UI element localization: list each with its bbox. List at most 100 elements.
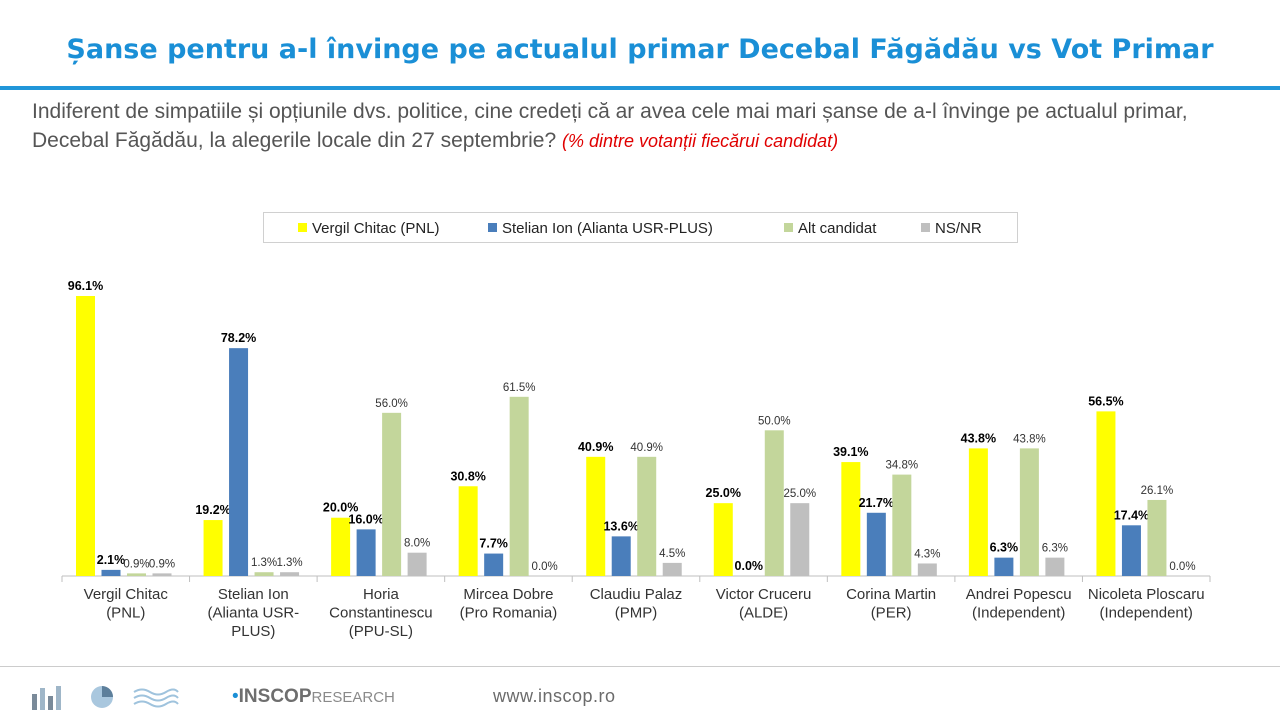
category-label: Mircea Dobre (463, 586, 553, 603)
data-label: 13.6% (603, 519, 638, 533)
logo-brand: INSCOP (238, 686, 312, 707)
category-label: (Pro Romania) (460, 605, 558, 622)
data-label: 43.8% (961, 431, 996, 445)
bar (994, 557, 1014, 576)
bar (1019, 448, 1039, 576)
data-label: 1.3% (251, 557, 277, 569)
title-divider (0, 86, 1280, 90)
data-label: 16.0% (348, 512, 383, 526)
bar (509, 396, 529, 576)
bar-chart-icon (32, 686, 61, 710)
bar (713, 503, 733, 576)
bar-chart: 96.1%2.1%0.9% 0.9%Vergil Chitac(PNL)19.2%… (61, 279, 1211, 640)
data-label: 56.0% (375, 398, 408, 410)
legend-item: Vergil Chitac (PNL) (298, 220, 440, 237)
data-label: 40.9% (630, 442, 663, 454)
category-label: Victor Cruceru (716, 586, 812, 603)
category-label: Horia (363, 586, 400, 603)
category-label: (PPU-SL) (349, 623, 413, 640)
page-title: Șanse pentru a-l învinge pe actualul pri… (66, 34, 1214, 65)
footer-divider (0, 666, 1280, 667)
bar (356, 529, 376, 576)
survey-question: Indiferent de simpatiile și opțiunile dv… (32, 97, 1242, 156)
bar (101, 569, 121, 576)
bar (790, 503, 810, 576)
legend-swatch (921, 223, 930, 232)
legend-label: Stelian Ion (Alianta USR-PLUS) (502, 220, 713, 237)
bar (76, 296, 95, 576)
data-label: 6.3% (990, 541, 1019, 555)
bar (764, 430, 784, 576)
data-label: 78.2% (221, 331, 256, 345)
bar (331, 517, 351, 576)
data-label: 25.0% (783, 488, 816, 500)
question-note: (% dintre votanții fiecărui candidat) (562, 131, 839, 151)
legend-item: NS/NR (921, 220, 982, 237)
data-label: 17.4% (1114, 508, 1149, 522)
bar (484, 553, 504, 576)
category-label: (Independent) (1100, 605, 1193, 622)
bar (127, 573, 146, 576)
data-label: 21.7% (859, 496, 894, 510)
chart-legend: Vergil Chitac (PNL) Stelian Ion (Alianta … (263, 212, 1018, 243)
bar (203, 520, 223, 576)
data-label: 4.3% (914, 548, 940, 560)
category-label: (PER) (871, 605, 912, 622)
data-label: 0.9% (123, 558, 149, 570)
data-label: 26.1% (1141, 485, 1174, 497)
category-label: (Alianta USR- (207, 605, 299, 622)
data-label: 25.0% (706, 486, 741, 500)
category-label: (PMP) (615, 605, 658, 622)
data-label: 8.0% (404, 538, 430, 550)
footer-website: www.inscop.ro (493, 686, 616, 706)
bar (1096, 411, 1116, 576)
category-label: Stelian Ion (218, 586, 289, 603)
legend-swatch (298, 223, 307, 232)
bar (841, 462, 861, 576)
bar (152, 573, 172, 576)
data-label: 0.0% (1169, 561, 1195, 573)
category-label: Corina Martin (846, 586, 936, 603)
category-label: Claudiu Palaz (590, 586, 683, 603)
legend-label: Vergil Chitac (PNL) (312, 220, 440, 237)
inscop-logo: •INSCOPRESEARCH (232, 686, 395, 708)
bar (662, 562, 682, 576)
legend-swatch (488, 223, 497, 232)
bar (1121, 525, 1141, 576)
data-label: 56.5% (1088, 394, 1123, 408)
pie-chart-icon (91, 686, 113, 708)
data-label: 34.8% (886, 460, 919, 472)
data-label: 61.5% (503, 382, 536, 394)
data-label: 7.7% (479, 537, 508, 551)
category-label: Constantinescu (329, 605, 432, 622)
bar (892, 474, 912, 576)
legend-item: Alt candidat (784, 220, 876, 237)
data-label: 2.1% (97, 553, 126, 567)
data-label: 50.0% (758, 415, 791, 427)
data-label: 40.9% (578, 440, 613, 454)
bar (637, 456, 657, 576)
bar (917, 563, 937, 576)
bar (254, 572, 274, 576)
bar (611, 536, 631, 576)
category-label: (ALDE) (739, 605, 788, 622)
question-text: Indiferent de simpatiile și opțiunile dv… (32, 100, 1188, 152)
bar (586, 456, 606, 576)
category-label: (Independent) (972, 605, 1065, 622)
data-label: 1.3% (276, 557, 302, 569)
bar (1045, 557, 1065, 576)
bar (407, 552, 427, 576)
category-label: (PNL) (106, 605, 145, 622)
category-label: Nicoleta Ploscaru (1088, 586, 1205, 603)
data-label: 20.0% (323, 501, 358, 515)
data-label: 4.5% (659, 548, 685, 560)
logo-suffix: RESEARCH (311, 689, 395, 706)
bar (229, 348, 249, 576)
data-label: 96.1% (68, 279, 103, 293)
legend-label: NS/NR (935, 220, 982, 237)
category-label: PLUS) (231, 623, 275, 640)
data-label: 43.8% (1013, 433, 1046, 445)
legend-label: Alt candidat (798, 220, 877, 237)
footer-icons (32, 686, 179, 710)
bar (382, 412, 402, 576)
